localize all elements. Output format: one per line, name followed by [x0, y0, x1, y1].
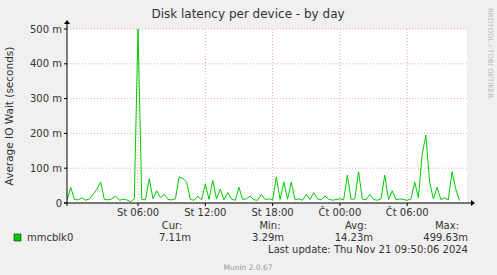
- y-axis-label: Average IO Wait (seconds): [3, 47, 15, 186]
- x-axis-arrow: [471, 200, 475, 206]
- x-axis: [64, 203, 471, 204]
- grid-line: [339, 29, 340, 203]
- grid-line: [67, 133, 467, 134]
- grid-line: [67, 63, 467, 64]
- y-tick-label: 0: [56, 198, 62, 209]
- x-tick-label: St 12:00: [184, 207, 226, 218]
- background: [0, 0, 497, 275]
- y-tick-label: 500 m: [30, 24, 62, 35]
- y-axis: [67, 24, 68, 206]
- stat-header: Max:: [435, 220, 459, 231]
- last-update: Last update: Thu Nov 21 09:50:06 2024: [268, 244, 468, 255]
- chart: Disk latency per device - by day Average …: [0, 0, 497, 275]
- x-tick-label: St 18:00: [251, 207, 293, 218]
- series-group: [67, 29, 460, 202]
- stat-value: 3.29m: [252, 232, 284, 243]
- legend-label: mmcblk0: [27, 232, 73, 243]
- y-axis-arrow: [64, 20, 70, 24]
- grid-line: [272, 29, 273, 203]
- series-line: [67, 29, 460, 202]
- stat-header: Cur:: [162, 220, 183, 231]
- stat-value: 14.23m: [335, 232, 373, 243]
- title: Disk latency per device - by day: [151, 7, 344, 21]
- y-tick-label: 100 m: [30, 163, 62, 174]
- x-tick-label: St 06:00: [117, 207, 159, 218]
- footer: Munin 2.0.67: [223, 263, 272, 272]
- y-tick-label: 200 m: [30, 128, 62, 139]
- legend-swatch: [14, 234, 21, 241]
- stat-header: Min:: [259, 220, 280, 231]
- y-tick-label: 300 m: [30, 93, 62, 104]
- grid-line: [205, 29, 206, 203]
- stat-value: 7.11m: [159, 232, 191, 243]
- stat-header: Avg:: [345, 220, 367, 231]
- watermark: RRDTOOL / TOBI OETIKER: [486, 8, 494, 98]
- stat-value: 499.63m: [423, 232, 468, 243]
- x-tick-label: Čt 06:00: [386, 206, 429, 218]
- grid-line: [407, 29, 408, 203]
- plot-area: [67, 29, 467, 203]
- x-tick-label: Čt 00:00: [318, 206, 361, 218]
- y-tick-label: 400 m: [30, 58, 62, 69]
